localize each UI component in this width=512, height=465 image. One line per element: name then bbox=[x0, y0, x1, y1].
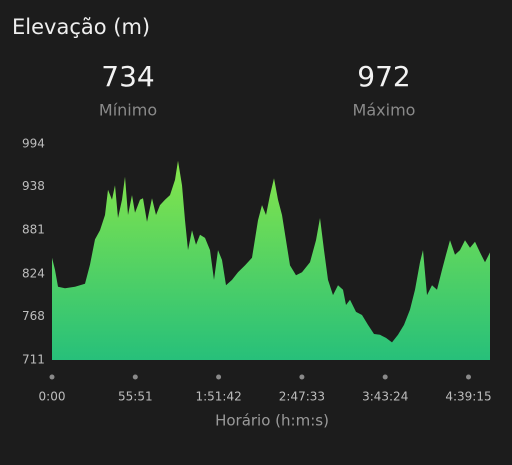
elevation-area bbox=[52, 160, 490, 360]
chart-title: Elevação (m) bbox=[12, 15, 150, 39]
x-tick-mark bbox=[49, 374, 55, 380]
y-tick-label: 938 bbox=[22, 179, 45, 193]
x-tick-mark bbox=[465, 374, 471, 380]
y-tick-label: 768 bbox=[22, 309, 45, 323]
y-tick-label: 994 bbox=[22, 137, 45, 151]
stat-label: Mínimo bbox=[99, 101, 157, 120]
stat-label: Máximo bbox=[353, 101, 416, 120]
x-tick-label: 55:51 bbox=[118, 390, 153, 404]
x-tick-label: 4:39:15 bbox=[445, 390, 491, 404]
x-tick-label: 3:43:24 bbox=[362, 390, 408, 404]
x-tick-label: 1:51:42 bbox=[195, 390, 241, 404]
stat-value: 972 bbox=[357, 60, 410, 93]
y-tick-label: 881 bbox=[22, 223, 45, 237]
x-tick-mark bbox=[299, 374, 305, 380]
x-tick-label: 0:00 bbox=[39, 390, 66, 404]
x-tick-mark bbox=[382, 374, 388, 380]
y-tick-label: 711 bbox=[22, 353, 45, 367]
x-tick-mark bbox=[132, 374, 138, 380]
stat-value: 734 bbox=[101, 60, 154, 93]
x-axis-label: Horário (h:m:s) bbox=[215, 412, 329, 430]
x-tick-label: 2:47:33 bbox=[279, 390, 325, 404]
y-tick-label: 824 bbox=[22, 266, 45, 280]
x-tick-mark bbox=[216, 374, 222, 380]
